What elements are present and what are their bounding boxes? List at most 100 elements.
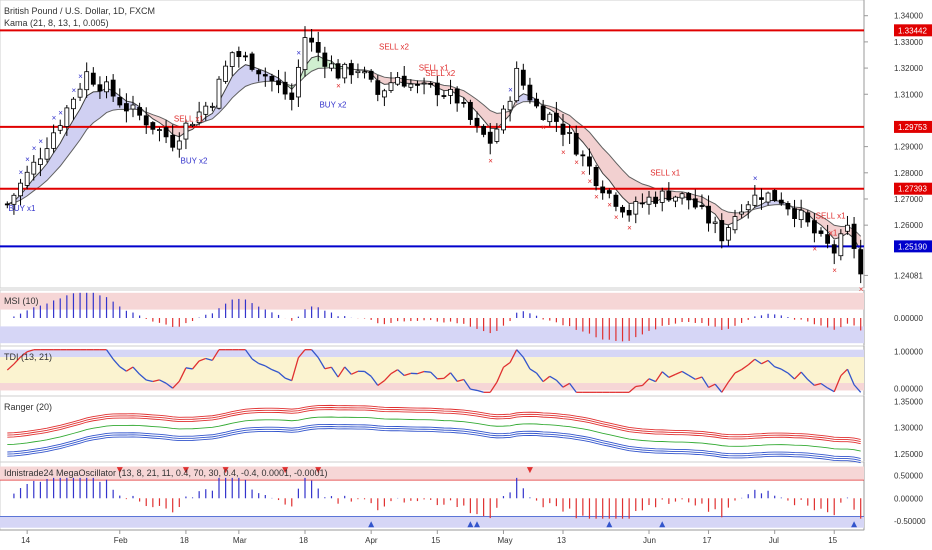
ranger-label: Ranger (20): [4, 402, 53, 412]
signal-label: x1: [829, 229, 838, 238]
candle-body: [196, 111, 202, 124]
tdi-line-segment: [635, 384, 643, 388]
time-tick-label: Jul: [769, 536, 779, 545]
candle-body: [368, 70, 374, 80]
tdi-line-segment: [159, 379, 167, 384]
tdi-mid-band: [0, 357, 864, 384]
tdi-line-segment: [681, 370, 690, 376]
candle-body: [209, 105, 215, 108]
candle-body: [851, 223, 857, 249]
tdi-line-segment: [404, 372, 412, 377]
candle-body: [434, 82, 440, 96]
tdi-line-segment: [13, 356, 22, 365]
candle-body: [71, 98, 76, 110]
signal-label: SELL x2: [425, 69, 455, 78]
candle-body: [176, 140, 182, 150]
candle-body: [725, 227, 731, 241]
tdi-line-segment: [178, 367, 187, 382]
kama-band-fill: [199, 64, 286, 124]
candle-body: [150, 122, 156, 130]
signal-x-mark: ×: [32, 144, 37, 153]
tdi-line-segment: [251, 358, 260, 365]
tdi-line-segment: [430, 371, 438, 380]
candle-body: [37, 158, 43, 166]
tdi-line-segment: [185, 367, 193, 370]
time-tick-label: Apr: [365, 536, 378, 545]
ranger-tick-label: 1.30000: [894, 424, 923, 433]
signal-x-mark: ×: [58, 109, 63, 118]
tdi-line-segment: [522, 356, 531, 370]
candle-body: [818, 230, 824, 234]
candle-body: [646, 196, 652, 205]
signal-x-mark: ×: [594, 192, 599, 201]
candle-body: [547, 113, 553, 123]
candle-body: [527, 84, 533, 101]
tdi-line-segment: [701, 376, 710, 388]
signal-label: BUY x1: [9, 204, 37, 213]
signal-label: SELL x1: [816, 212, 846, 221]
tdi-line-segment: [787, 372, 795, 380]
tdi-line-segment: [708, 383, 716, 389]
ranger-upper-line: [7, 404, 861, 440]
msi-lower-band: [0, 326, 864, 344]
mega-label: Idnistrade24 MegaOscillator (13, 8, 21, …: [4, 468, 328, 478]
tdi-line-segment: [317, 357, 326, 370]
signal-x-mark: ×: [38, 137, 43, 146]
candle-body: [461, 102, 467, 104]
candle-body: [441, 95, 447, 97]
mega-buy-arrow: [659, 521, 666, 528]
candle-body: [31, 161, 37, 175]
tdi-line-segment: [424, 370, 431, 373]
tdi-line-segment: [390, 369, 398, 375]
price-tick-label: 1.31000: [894, 90, 923, 99]
candle-body: [157, 129, 162, 131]
candle-body: [719, 220, 725, 242]
signal-x-mark: ×: [541, 123, 546, 132]
price-tick-label: 1.29000: [894, 143, 923, 152]
candle-body: [375, 80, 381, 95]
candle-body: [137, 107, 143, 116]
tdi-line-segment: [807, 379, 815, 386]
kama-label: Kama (21, 8, 13, 1, 0.005): [4, 18, 109, 28]
signal-x-mark: ×: [561, 148, 566, 157]
candle-body: [104, 81, 109, 93]
candle-body: [388, 82, 394, 91]
tdi-line-segment: [463, 379, 471, 390]
candle-body: [679, 193, 685, 199]
candle-body: [84, 71, 90, 91]
candle-body: [170, 134, 176, 148]
candle-body: [580, 154, 586, 157]
candle-body: [18, 182, 23, 197]
tdi-line-segment: [800, 371, 809, 380]
kama-slow-line: [7, 66, 862, 237]
ranger-tick-label: 1.25000: [894, 450, 923, 459]
ranger-lower-line: [7, 428, 861, 464]
signal-x-mark: ×: [52, 113, 57, 122]
signal-x-mark: ×: [25, 155, 30, 164]
signal-label: BUY x2: [181, 157, 209, 166]
signal-label: SELL x2: [379, 43, 409, 52]
candle-body: [190, 123, 195, 126]
candle-body: [381, 90, 387, 98]
candle-body: [97, 84, 103, 92]
tdi-line-segment: [747, 358, 756, 366]
tdi-line-segment: [675, 370, 683, 375]
time-tick-label: Feb: [114, 536, 128, 545]
candle-body: [203, 105, 209, 115]
candle-body: [262, 74, 268, 77]
candle-body: [653, 196, 659, 204]
msi-label: MSI (10): [4, 296, 39, 306]
candle-body: [51, 132, 57, 149]
candle-body: [24, 171, 30, 186]
level-tag-label: 1.29753: [898, 123, 927, 132]
tdi-line-segment: [172, 380, 180, 389]
signal-x-mark: ×: [753, 174, 758, 183]
signal-label: BUY x2: [319, 100, 347, 109]
tdi-line-segment: [774, 366, 782, 370]
tdi-line-segment: [470, 388, 478, 392]
candle-body: [289, 92, 295, 100]
candle-body: [613, 194, 619, 207]
tdi-line-segment: [754, 358, 762, 365]
candle-body: [90, 72, 96, 85]
